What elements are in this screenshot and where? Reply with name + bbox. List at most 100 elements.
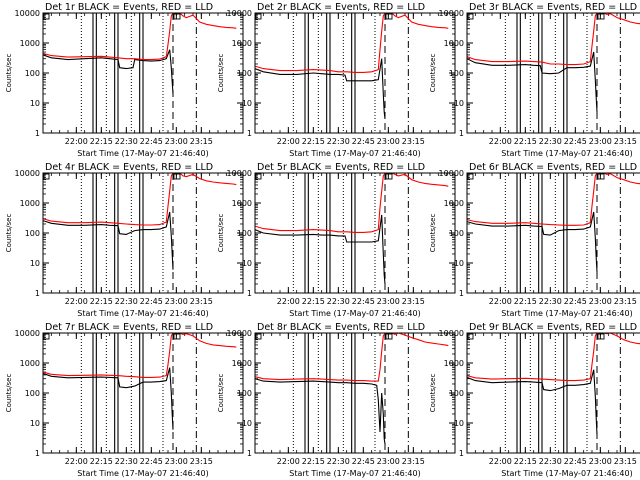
x-tick-label: 23:00 <box>165 137 188 146</box>
event-marker-box <box>385 13 393 20</box>
x-axis-label: Start Time (17-May-07 21:46:40) <box>77 469 208 478</box>
x-axis-label: Start Time (17-May-07 21:46:40) <box>501 469 632 478</box>
y-tick-label: 1 <box>459 449 464 458</box>
x-axis-label: Start Time (17-May-07 21:46:40) <box>289 149 420 158</box>
x-tick-label: 22:30 <box>327 137 350 146</box>
series-lld-line <box>467 333 640 382</box>
y-tick-label: 1000 <box>444 39 464 48</box>
x-tick-label: 22:00 <box>277 457 300 466</box>
y-tick-label: 100 <box>25 389 40 398</box>
x-tick-label: 23:15 <box>614 297 637 306</box>
series-events-line <box>43 367 174 430</box>
x-tick-label: 22:30 <box>327 297 350 306</box>
y-tick-label: 10 <box>242 259 252 268</box>
panel-title: Det 8r BLACK = Events, RED = LLD <box>257 322 425 333</box>
x-tick-label: 23:00 <box>377 457 400 466</box>
det-3-panel: Det 3r BLACK = Events, RED = LLD Counts/s… <box>429 2 640 158</box>
series-lld-line <box>43 13 237 61</box>
x-tick-label: 22:30 <box>115 297 138 306</box>
x-axis-label: Start Time (17-May-07 21:46:40) <box>501 309 632 318</box>
y-tick-label: 1 <box>35 289 40 298</box>
x-tick-label: 23:00 <box>589 457 612 466</box>
corner-marker-box <box>467 333 474 340</box>
panel-title: Det 5r BLACK = Events, RED = LLD <box>257 162 425 173</box>
corner-marker-box <box>467 173 474 180</box>
y-tick-label: 10 <box>30 419 40 428</box>
panel-title: Det 2r BLACK = Events, RED = LLD <box>257 2 425 13</box>
y-tick-label: 10000 <box>439 329 464 338</box>
y-tick-label: 100 <box>449 389 464 398</box>
y-tick-label: 100 <box>449 69 464 78</box>
plot-frame <box>466 172 640 294</box>
x-tick-label: 22:00 <box>65 297 88 306</box>
y-tick-label: 1000 <box>20 359 40 368</box>
x-tick-label: 22:00 <box>65 137 88 146</box>
y-axis-label: Counts/sec <box>5 54 13 93</box>
y-tick-label: 1 <box>459 129 464 138</box>
x-tick-label: 23:15 <box>190 137 213 146</box>
x-tick-label: 23:00 <box>377 137 400 146</box>
series-events-line <box>255 214 386 285</box>
x-tick-label: 23:15 <box>190 297 213 306</box>
y-axis-label: Counts/sec <box>429 374 437 413</box>
y-tick-label: 10000 <box>15 9 40 18</box>
det-7-panel: Det 7r BLACK = Events, RED = LLD Counts/s… <box>5 322 244 478</box>
panel-title: Det 3r BLACK = Events, RED = LLD <box>469 2 637 13</box>
y-tick-label: 10 <box>454 259 464 268</box>
x-tick-label: 22:45 <box>140 297 163 306</box>
x-tick-label: 23:15 <box>190 457 213 466</box>
x-axis-label: Start Time (17-May-07 21:46:40) <box>289 469 420 478</box>
y-axis-label: Counts/sec <box>5 374 13 413</box>
x-tick-label: 23:00 <box>165 297 188 306</box>
x-tick-label: 23:15 <box>614 457 637 466</box>
series-events-line <box>255 58 386 119</box>
series-lld-line <box>255 173 449 233</box>
det-6-panel: Det 6r BLACK = Events, RED = LLD Counts/s… <box>429 162 640 318</box>
y-tick-label: 100 <box>237 389 252 398</box>
det-1-panel: Det 1r BLACK = Events, RED = LLD Counts/s… <box>5 2 244 158</box>
y-tick-label: 1 <box>247 129 252 138</box>
det-9-panel: Det 9r BLACK = Events, RED = LLD Counts/s… <box>429 322 640 478</box>
panel-title: Det 4r BLACK = Events, RED = LLD <box>45 162 213 173</box>
y-tick-label: 10 <box>30 99 40 108</box>
event-marker-box <box>385 333 393 340</box>
plot-frame <box>466 332 640 454</box>
x-tick-label: 22:00 <box>489 297 512 306</box>
panel-title: Det 6r BLACK = Events, RED = LLD <box>469 162 637 173</box>
panel-title: Det 1r BLACK = Events, RED = LLD <box>45 2 213 13</box>
x-tick-label: 23:15 <box>402 457 425 466</box>
y-tick-label: 10000 <box>227 9 252 18</box>
x-tick-label: 23:15 <box>614 137 637 146</box>
det-2-panel: Det 2r BLACK = Events, RED = LLD Counts/s… <box>217 2 456 158</box>
event-marker-box <box>173 13 181 20</box>
x-axis-label: Start Time (17-May-07 21:46:40) <box>77 309 208 318</box>
x-tick-label: 22:00 <box>489 457 512 466</box>
y-tick-label: 1000 <box>20 39 40 48</box>
y-tick-label: 1000 <box>444 199 464 208</box>
panel-title: Det 7r BLACK = Events, RED = LLD <box>45 322 213 333</box>
x-tick-label: 22:30 <box>115 137 138 146</box>
x-tick-label: 23:00 <box>377 297 400 306</box>
x-tick-label: 22:45 <box>564 137 587 146</box>
x-tick-label: 22:15 <box>90 457 113 466</box>
y-tick-label: 10 <box>242 419 252 428</box>
series-events-line <box>467 369 598 435</box>
series-events-line <box>467 211 598 273</box>
plot-frame <box>254 12 456 134</box>
x-tick-label: 22:30 <box>539 457 562 466</box>
x-tick-label: 22:00 <box>489 137 512 146</box>
y-tick-label: 10000 <box>227 169 252 178</box>
x-tick-label: 22:15 <box>302 457 325 466</box>
corner-marker-box <box>255 13 262 20</box>
plot-frame <box>42 172 244 294</box>
y-tick-label: 10 <box>242 99 252 108</box>
x-tick-label: 22:45 <box>352 297 375 306</box>
x-tick-label: 22:30 <box>539 297 562 306</box>
y-tick-label: 100 <box>25 229 40 238</box>
y-tick-label: 10000 <box>15 329 40 338</box>
y-tick-label: 100 <box>237 229 252 238</box>
x-tick-label: 22:45 <box>352 137 375 146</box>
plot-frame <box>42 332 244 454</box>
series-lld-line <box>467 173 640 226</box>
